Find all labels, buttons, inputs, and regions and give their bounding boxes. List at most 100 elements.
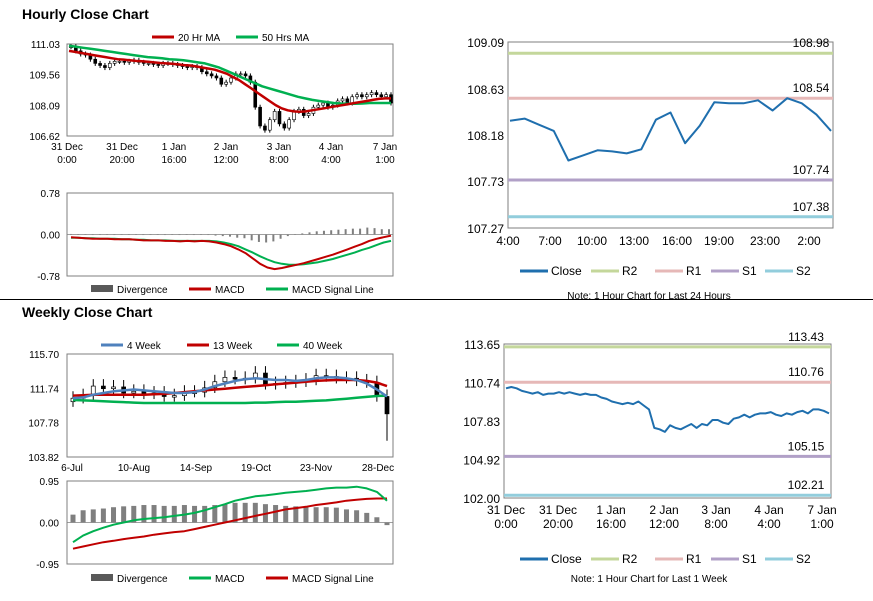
weekly-divergence-bar — [171, 505, 177, 523]
hourly-divergence-bar — [286, 234, 289, 237]
hourly-candle-body — [316, 104, 321, 108]
hourly-price-xtick-date: 7 Jan — [373, 142, 397, 153]
weekly-pivot-note: Note: 1 Hour Chart for Last 1 Week — [571, 574, 729, 585]
hourly-pivot-frame — [507, 41, 834, 229]
hourly-candle-body — [374, 92, 379, 95]
hourly-legend-ma20-label: 20 Hr MA — [178, 33, 221, 44]
weekly-divergence-bar — [121, 506, 127, 523]
weekly-section-title: Weekly Close Chart — [22, 304, 153, 320]
weekly-macd-ytick: 0.00 — [40, 519, 60, 530]
hourly-candle-body — [277, 111, 282, 125]
weekly-pivot-legend-s1-label: S1 — [742, 552, 757, 566]
hourly-macd-line — [70, 234, 392, 271]
hourly-pivot-ytick: 108.18 — [467, 129, 504, 143]
hourly-macd-ytick: 0.78 — [41, 189, 61, 200]
weekly-divergence-bar — [283, 505, 289, 523]
weekly-pivot-legend-r1-label: R1 — [686, 552, 702, 566]
hourly-divergence-bar — [344, 229, 347, 235]
hourly-price-xtick-date: 31 Dec — [51, 142, 83, 153]
hourly-legend-divergence-swatch — [91, 285, 113, 292]
weekly-divergence-bar — [252, 502, 258, 523]
hourly-pivot-legend-r2-label: R2 — [622, 264, 638, 278]
hourly-candle-body — [267, 119, 272, 131]
hourly-candle-body — [112, 61, 117, 64]
weekly-candle-body — [384, 396, 390, 415]
hourly-ma20-line — [68, 49, 391, 114]
hourly-pivot-legend-close-label: Close — [551, 264, 582, 278]
weekly-divergence-bar — [354, 510, 360, 523]
weekly-pivot-xtick-time: 8:00 — [704, 517, 728, 531]
weekly-legend-13w-label: 13 Week — [213, 341, 253, 352]
hourly-pivot-level-label: 107.38 — [793, 200, 830, 214]
hourly-candle-body — [224, 81, 228, 85]
hourly-candle-body — [229, 77, 233, 83]
weekly-price-ytick: 103.82 — [28, 453, 59, 464]
hourly-candle-body — [384, 94, 388, 98]
weekly-macd-ytick: -0.95 — [36, 560, 59, 571]
weekly-legend-4w-label: 4 Week — [127, 341, 162, 352]
hourly-price-ytick: 108.09 — [29, 101, 60, 112]
hourly-divergence-bar — [257, 234, 260, 242]
hourly-candle-body — [204, 71, 209, 75]
hourly-divergence-bar — [113, 234, 116, 236]
weekly-pivot-xtick-time: 12:00 — [649, 517, 679, 531]
hourly-divergence-bar — [127, 234, 130, 235]
hourly-price-xtick-date: 31 Dec — [106, 142, 138, 153]
hourly-macd-ytick: 0.00 — [41, 231, 61, 242]
hourly-candle-body — [103, 65, 107, 68]
hourly-candle-body — [272, 111, 277, 121]
hourly-price-xtick-date: 1 Jan — [162, 142, 186, 153]
hourly-candle-body — [282, 123, 287, 129]
weekly-price-ytick: 115.70 — [29, 350, 59, 361]
weekly-divergence-bar — [151, 505, 157, 523]
hourly-pivot-xtick: 7:00 — [538, 234, 562, 248]
weekly-divergence-bar — [293, 506, 299, 523]
weekly-divergence-bar — [80, 510, 86, 523]
hourly-pivot-xtick: 19:00 — [704, 234, 734, 248]
hourly-price-xtick-time: 0:00 — [57, 155, 77, 166]
hourly-divergence-bar — [279, 234, 282, 239]
weekly-pivot-xtick-time: 1:00 — [810, 517, 834, 531]
weekly-pivot-xtick-date: 4 Jan — [754, 503, 783, 517]
hourly-pivot-level-label: 108.54 — [793, 81, 830, 95]
weekly-price-ytick: 111.74 — [30, 384, 60, 395]
hourly-divergence-bar — [156, 234, 159, 235]
hourly-price-ytick: 109.56 — [29, 71, 60, 82]
weekly-divergence-bar — [242, 502, 248, 523]
hourly-divergence-bar — [250, 234, 253, 241]
hourly-macd-ytick: -0.78 — [37, 272, 60, 283]
hourly-candle-body — [321, 102, 325, 106]
weekly-candle-body — [101, 385, 106, 390]
hourly-legend-divergence-label: Divergence — [117, 285, 168, 296]
hourly-divergence-bar — [272, 234, 275, 242]
weekly-candle-body — [171, 395, 177, 398]
hourly-divergence-bar — [229, 234, 231, 237]
weekly-divergence-bar — [90, 509, 96, 523]
weekly-divergence-bar — [384, 522, 390, 526]
weekly-pivot-xtick-time: 20:00 — [543, 517, 573, 531]
weekly-pivot-legend-s2-label: S2 — [796, 552, 811, 566]
hourly-candle-body — [379, 94, 384, 98]
hourly-divergence-bar — [388, 229, 390, 235]
weekly-pivot-legend-close-label: Close — [551, 552, 582, 566]
hourly-price-xtick-date: 4 Jan — [319, 142, 343, 153]
weekly-divergence-bar — [100, 508, 106, 523]
hourly-pivot-ytick: 109.09 — [467, 36, 504, 50]
hourly-price-frame — [66, 43, 394, 137]
weekly-legend-signal-label: MACD Signal Line — [292, 574, 374, 585]
hourly-pivot-legend-s2-label: S2 — [796, 264, 811, 278]
weekly-divergence-bar — [222, 504, 228, 523]
weekly-pivot-level-label: 110.76 — [788, 365, 824, 379]
hourly-candle-body — [340, 98, 345, 102]
hourly-candle-body — [258, 106, 262, 127]
weekly-pivot-ytick: 110.74 — [464, 376, 500, 390]
weekly-pivot-xtick-date: 1 Jan — [596, 503, 625, 517]
hourly-candle-body — [214, 75, 219, 79]
weekly-ma13-line — [72, 378, 388, 397]
hourly-candle-body — [146, 63, 151, 65]
weekly-divergence-bar — [303, 506, 309, 523]
hourly-divergence-bar — [142, 234, 145, 236]
hourly-pivot-close-line — [509, 97, 832, 162]
weekly-divergence-bar — [323, 507, 329, 523]
hourly-divergence-bar — [301, 233, 304, 235]
